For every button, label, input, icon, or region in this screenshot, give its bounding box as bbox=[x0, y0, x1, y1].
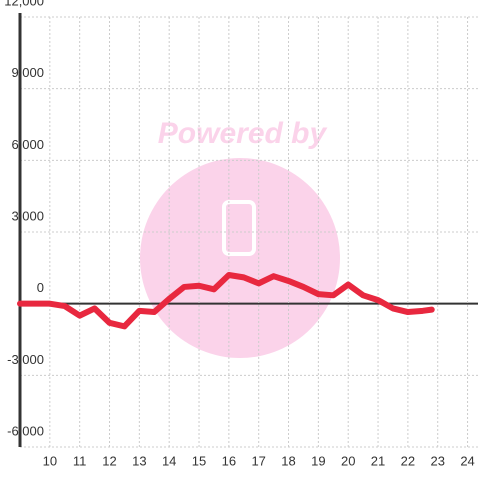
x-tick-label: 16 bbox=[222, 453, 236, 468]
y-tick-label: 6,000 bbox=[11, 137, 44, 152]
y-tick-label: 0 bbox=[37, 280, 44, 295]
x-tick-label: 10 bbox=[43, 453, 57, 468]
watermark-logo bbox=[140, 158, 340, 358]
x-tick-label: 22 bbox=[401, 453, 415, 468]
x-tick-label: 24 bbox=[460, 453, 474, 468]
line-series bbox=[17, 272, 435, 330]
y-tick-label: 3,000 bbox=[11, 208, 44, 223]
y-tick-label: 9,000 bbox=[11, 65, 44, 80]
x-tick-label: 11 bbox=[73, 453, 87, 468]
x-tick-label: 23 bbox=[430, 453, 444, 468]
x-tick-label: 19 bbox=[311, 453, 325, 468]
y-tick-label: -6,000 bbox=[7, 423, 44, 438]
x-tick-label: 20 bbox=[341, 453, 355, 468]
x-tick-label: 21 bbox=[371, 453, 385, 468]
x-tick-label: 12 bbox=[102, 453, 116, 468]
x-tick-label: 15 bbox=[192, 453, 206, 468]
watermark: Powered by bbox=[158, 117, 328, 150]
watermark-icon bbox=[222, 200, 256, 256]
y-tick-label: 12,000 bbox=[4, 0, 44, 8]
y-tick-label: -3,000 bbox=[7, 352, 44, 367]
x-tick-label: 14 bbox=[162, 453, 176, 468]
x-tick-label: 18 bbox=[281, 453, 295, 468]
x-tick-label: 17 bbox=[251, 453, 265, 468]
x-tick-label: 13 bbox=[132, 453, 146, 468]
